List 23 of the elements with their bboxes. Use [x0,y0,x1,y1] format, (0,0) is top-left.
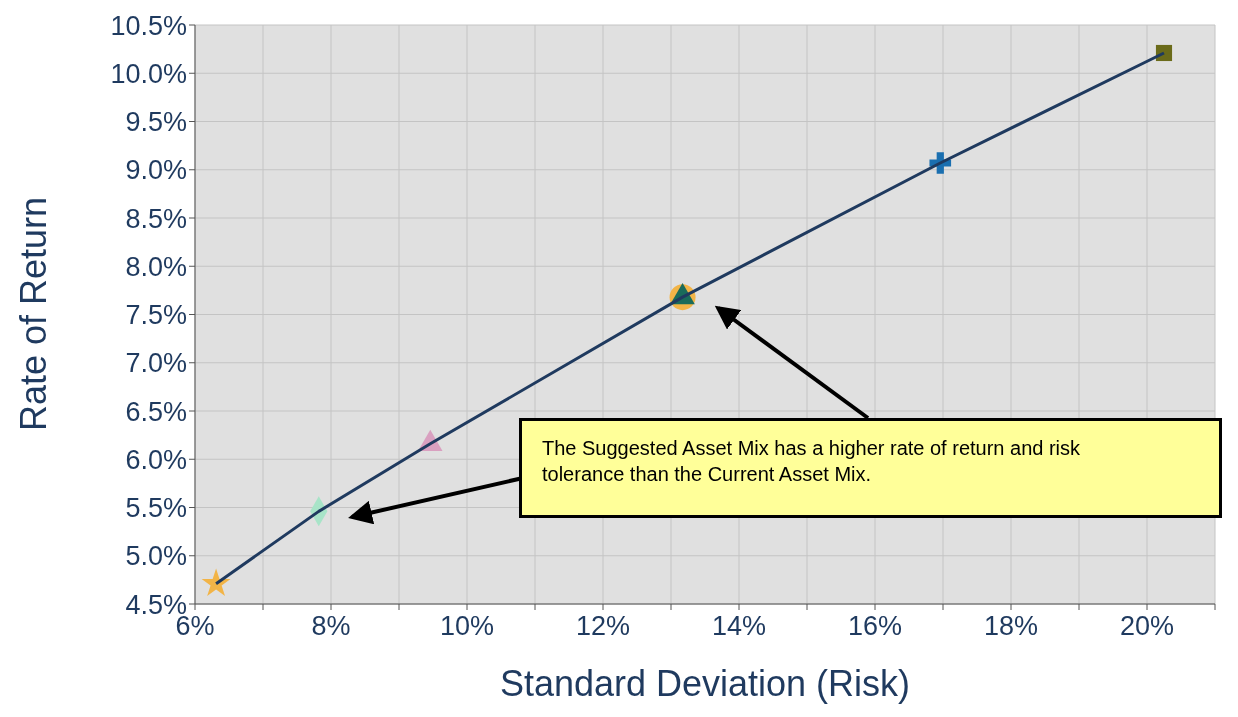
callout-box: The Suggested Asset Mix has a higher rate of return and risk tolerance than the Current Asset Mix. [519,418,1222,518]
y-tick-label: 9.5% [125,107,187,138]
x-tick-label: 12% [575,611,631,642]
y-tick-label: 7.5% [125,300,187,331]
x-axis-title: Standard Deviation (Risk) [499,663,911,704]
x-tick-label: 18% [983,611,1039,642]
y-axis-title: Rate of Return [13,196,54,432]
y-tick-label: 6.5% [125,396,187,427]
x-tick-label: 10% [439,611,495,642]
y-tick-label: 5.5% [125,493,187,524]
point [201,568,231,597]
y-tick-label: 7.0% [125,348,187,379]
y-tick-label: 6.0% [125,444,187,475]
x-tick-label: 8% [311,611,351,642]
x-tick-label: 14% [711,611,767,642]
y-tick-label: 10.0% [110,58,187,89]
y-tick-label: 8.5% [125,203,187,234]
y-tick-label: 5.0% [125,541,187,572]
y-tick-label: 10.5% [110,10,187,41]
x-tick-label: 20% [1119,611,1175,642]
y-tick-label: 9.0% [125,155,187,186]
x-tick-label: 16% [847,611,903,642]
y-tick-label: 8.0% [125,251,187,282]
